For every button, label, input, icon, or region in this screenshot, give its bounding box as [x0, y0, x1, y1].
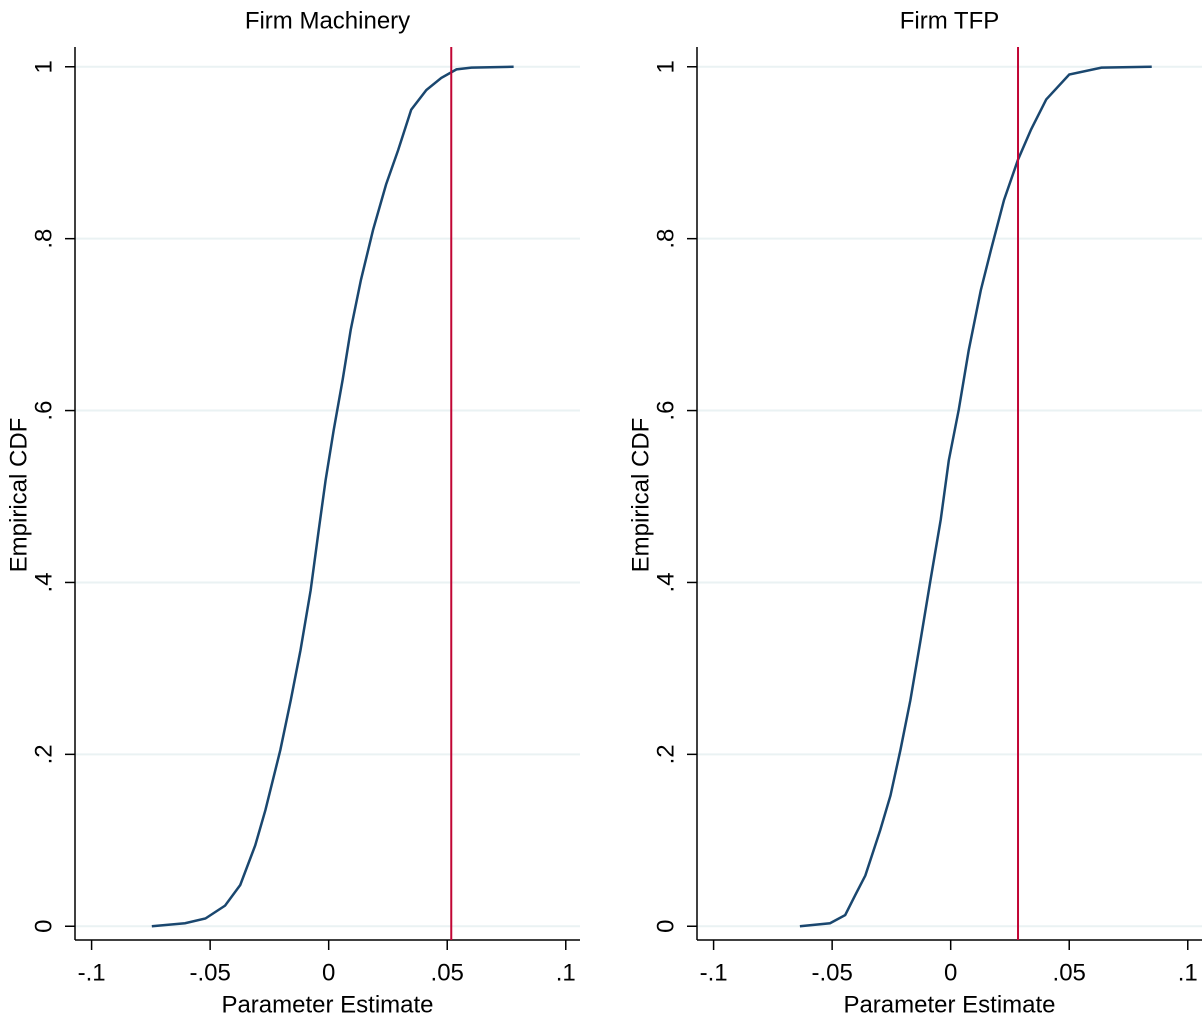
- chart-title: Firm Machinery: [245, 7, 410, 34]
- x-axis-label: Parameter Estimate: [843, 991, 1055, 1018]
- y-tick-label: 0: [652, 920, 679, 933]
- cdf-line: [151, 65, 514, 928]
- y-tick-label: .6: [30, 401, 57, 421]
- y-tick-label: 1: [30, 60, 57, 73]
- y-tick-label: .2: [30, 744, 57, 764]
- y-tick-label: 1: [652, 60, 679, 73]
- x-tick-label: -.05: [811, 959, 852, 986]
- y-tick-label: .4: [30, 572, 57, 592]
- y-tick-label: .2: [652, 744, 679, 764]
- x-tick-label: 0: [944, 959, 957, 986]
- x-tick-label: .1: [556, 959, 576, 986]
- x-tick-label: -.1: [78, 959, 106, 986]
- x-tick-label: -.1: [700, 959, 728, 986]
- y-tick-label: .8: [652, 229, 679, 249]
- chart-title: Firm TFP: [900, 7, 1000, 34]
- y-axis-label: Empirical CDF: [5, 418, 32, 573]
- x-tick-label: -.05: [189, 959, 230, 986]
- x-tick-label: .05: [431, 959, 464, 986]
- y-tick-label: .8: [30, 229, 57, 249]
- x-tick-label: 0: [322, 959, 335, 986]
- y-tick-label: 0: [30, 920, 57, 933]
- y-tick-label: .4: [652, 572, 679, 592]
- y-axis-label: Empirical CDF: [627, 418, 654, 573]
- cdf-line: [799, 65, 1152, 928]
- y-tick-label: .6: [652, 401, 679, 421]
- x-axis-label: Parameter Estimate: [221, 991, 433, 1018]
- x-tick-label: .1: [1178, 959, 1198, 986]
- x-tick-label: .05: [1053, 959, 1086, 986]
